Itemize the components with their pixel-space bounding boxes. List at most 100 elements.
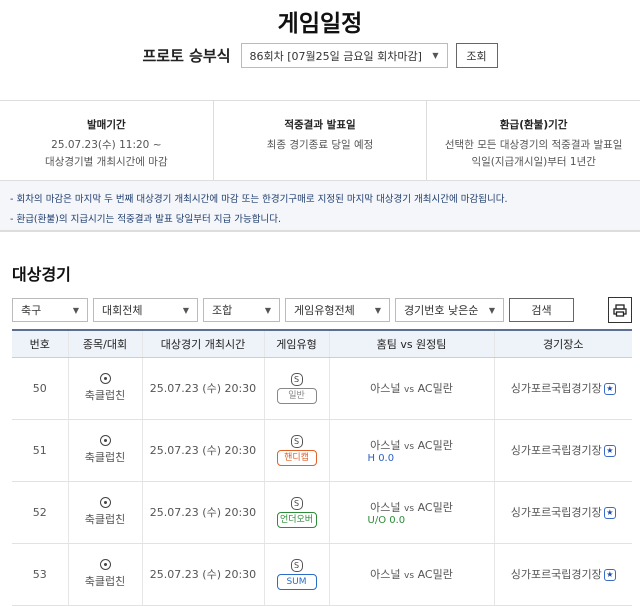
info-column: 발매기간 25.07.23(수) 11:20 ~ 대상경기별 개최시간에 마감 — [0, 101, 213, 180]
caret-down-icon: ▼ — [488, 305, 495, 315]
venue-name: 싱가포르국립경기장 — [510, 382, 602, 395]
column-header: 홈팀 vs 원정팀 — [328, 329, 494, 358]
column-header: 종목/대회 — [67, 329, 142, 358]
away-team: AC밀란 — [417, 500, 453, 514]
teams-cell: 아스널 vs AC밀란 U/O 0.0 — [328, 481, 494, 544]
info-column: 적중결과 발표일 최종 경기종료 당일 예정 — [212, 101, 427, 180]
away-team: AC밀란 — [417, 438, 453, 452]
league-name: 축클럽친 — [84, 575, 126, 588]
game-number: 51 — [12, 419, 68, 482]
notice-line: - 환급(환불)의 지급시기는 적중결과 발표 당일부터 지급 가능합니다. — [10, 214, 281, 225]
vs-label: vs — [404, 571, 415, 581]
venue-info-icon[interactable]: ★ — [603, 383, 616, 395]
game-time: 25.07.23 (수) 20:30 — [141, 543, 264, 606]
sort-select[interactable]: 경기번호 낮은순 ▼ — [395, 298, 504, 322]
info-text: 익일(지급개시일)부터 1년간 — [471, 156, 596, 168]
league-name: 축클럽친 — [84, 513, 126, 526]
game-type-select[interactable]: 게임유형전체 ▼ — [285, 298, 390, 322]
lookup-button[interactable]: 조회 — [455, 43, 498, 68]
line-value: U/O 0.0 — [367, 514, 406, 526]
single-badge: S — [290, 497, 303, 510]
games-table: 번호 종목/대회 대상경기 개최시간 게임유형 홈팀 vs 원정팀 경기장소 50 축클럽… — [12, 329, 632, 606]
sport-league-cell: 축클럽친 — [67, 543, 142, 606]
game-number: 52 — [12, 481, 68, 544]
league-value: 대회전체 — [102, 304, 143, 317]
info-heading: 발매기간 — [87, 119, 126, 131]
search-button[interactable]: 검색 — [509, 298, 574, 322]
round-select-value: 86회차 [07월25일 금요일 회차마감] — [249, 49, 422, 63]
teams-cell: 아스널 vs AC밀란 — [328, 543, 494, 606]
soccer-ball-icon — [99, 497, 111, 508]
venue-info-icon[interactable]: ★ — [603, 569, 616, 581]
game-number: 50 — [12, 357, 68, 420]
info-heading: 적중결과 발표일 — [284, 119, 356, 131]
column-header: 경기장소 — [493, 329, 632, 358]
teams-cell: 아스널 vs AC밀란 H 0.0 — [328, 419, 494, 482]
game-type-badge: 일반 — [276, 388, 317, 404]
soccer-ball-icon — [99, 373, 111, 384]
single-badge: S — [290, 435, 303, 448]
caret-down-icon: ▼ — [182, 305, 189, 315]
info-text: 선택한 모든 대상경기의 적중결과 발표일 — [444, 139, 623, 151]
venue-cell: 싱가포르국립경기장 ★ — [493, 543, 632, 606]
page-title: 게임일정 — [277, 11, 363, 37]
sport-league-cell: 축클럽친 — [67, 357, 142, 420]
round-label: 프로토 승부식 — [142, 47, 231, 65]
game-type-badge: 언더오버 — [276, 512, 317, 528]
teams-cell: 아스널 vs AC밀란 — [328, 357, 494, 420]
notice-line: - 회차의 마감은 마지막 두 번째 대상경기 개최시간에 마감 또는 한경기구… — [10, 194, 508, 205]
sort-value: 경기번호 낮은순 — [404, 304, 479, 317]
game-time: 25.07.23 (수) 20:30 — [141, 357, 264, 420]
game-type-value: 게임유형전체 — [294, 304, 355, 317]
single-badge: S — [290, 559, 303, 572]
home-team: 아스널 — [370, 500, 401, 514]
print-button[interactable] — [608, 297, 632, 323]
venue-cell: 싱가포르국립경기장 ★ — [493, 419, 632, 482]
venue-name: 싱가포르국립경기장 — [510, 444, 602, 457]
game-type-cell: S 핸디캡 — [263, 419, 329, 482]
round-select[interactable]: 86회차 [07월25일 금요일 회차마감] ▼ — [240, 43, 448, 68]
section-title: 대상경기 — [12, 265, 71, 284]
line-value: H 0.0 — [367, 452, 395, 464]
home-team: 아스널 — [370, 438, 401, 452]
soccer-ball-icon — [99, 435, 111, 446]
sport-league-cell: 축클럽친 — [67, 419, 142, 482]
venue-cell: 싱가포르국립경기장 ★ — [493, 481, 632, 544]
home-team: 아스널 — [370, 568, 401, 581]
sport-league-cell: 축클럽친 — [67, 481, 142, 544]
away-team: AC밀란 — [417, 568, 453, 581]
venue-info-icon[interactable]: ★ — [603, 507, 616, 519]
sport-value: 축구 — [21, 304, 42, 317]
game-type-cell: S SUM — [263, 543, 329, 606]
venue-name: 싱가포르국립경기장 — [510, 568, 602, 581]
round-selector: 프로토 승부식 86회차 [07월25일 금요일 회차마감] ▼ 조회 — [0, 43, 640, 68]
combo-select[interactable]: 조합 ▼ — [203, 298, 280, 322]
home-team: 아스널 — [370, 382, 401, 395]
game-time: 25.07.23 (수) 20:30 — [141, 419, 264, 482]
table-row[interactable]: 52 축클럽친 25.07.23 (수) 20:30 S 언더오버 아스널 vs … — [12, 481, 632, 544]
venue-cell: 싱가포르국립경기장 ★ — [493, 357, 632, 420]
league-name: 축클럽친 — [84, 389, 126, 402]
venue-info-icon[interactable]: ★ — [603, 445, 616, 457]
table-row[interactable]: 50 축클럽친 25.07.23 (수) 20:30 S 일반 아스널 vs AC… — [12, 357, 632, 420]
vs-label: vs — [404, 441, 415, 452]
game-type-badge: 핸디캡 — [276, 450, 317, 466]
info-heading: 환급(환불)기간 — [499, 119, 568, 131]
vs-label: vs — [404, 503, 415, 514]
away-team: AC밀란 — [417, 382, 453, 395]
table-row[interactable]: 53 축클럽친 25.07.23 (수) 20:30 S SUM 아스널 vs A… — [12, 543, 632, 606]
soccer-ball-icon — [99, 559, 111, 570]
game-time: 25.07.23 (수) 20:30 — [141, 481, 264, 544]
caret-down-icon: ▼ — [264, 305, 271, 315]
sport-select[interactable]: 축구 ▼ — [12, 298, 88, 322]
column-header: 대상경기 개최시간 — [141, 329, 264, 358]
combo-value: 조합 — [212, 304, 233, 317]
league-select[interactable]: 대회전체 ▼ — [93, 298, 198, 322]
venue-name: 싱가포르국립경기장 — [510, 506, 602, 519]
column-header: 번호 — [12, 329, 68, 358]
table-row[interactable]: 51 축클럽친 25.07.23 (수) 20:30 S 핸디캡 아스널 vs A… — [12, 419, 632, 482]
single-badge: S — [290, 373, 303, 386]
caret-down-icon: ▼ — [432, 51, 439, 60]
game-type-cell: S 언더오버 — [263, 481, 329, 544]
